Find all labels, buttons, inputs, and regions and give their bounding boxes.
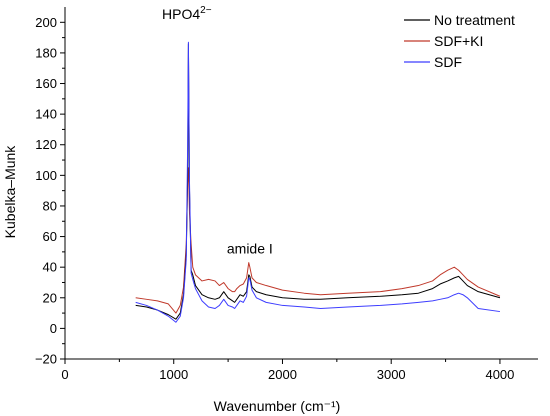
y-tick-label: 100 bbox=[35, 168, 57, 183]
y-ticks: −20 0 20 40 60 80 100 120 140 160 180 200 bbox=[35, 15, 65, 367]
y-tick-label: 180 bbox=[35, 45, 57, 60]
y-axis-title: Kubelka–Munk bbox=[2, 145, 18, 239]
legend-label: SDF bbox=[434, 54, 462, 70]
x-tick-label: 1000 bbox=[159, 367, 188, 382]
legend-label: SDF+KI bbox=[434, 33, 483, 49]
y-tick-label: 0 bbox=[50, 321, 57, 336]
y-tick-label: 200 bbox=[35, 15, 57, 30]
y-tick-label: 140 bbox=[35, 107, 57, 122]
legend: No treatment SDF+KI SDF bbox=[404, 12, 515, 70]
plot-area: 0 1000 2000 3000 4000 −20 0 20 40 60 80 100 120 140 1… bbox=[35, 5, 538, 382]
y-tick-label: 80 bbox=[43, 198, 57, 213]
annotation-label: amide I bbox=[227, 240, 273, 256]
legend-label: No treatment bbox=[434, 12, 515, 28]
y-tick-label: 60 bbox=[43, 229, 57, 244]
y-tick-label: 20 bbox=[43, 290, 57, 305]
series-line-sdf bbox=[135, 41, 501, 323]
y-tick-label: −20 bbox=[35, 352, 57, 367]
x-tick-label: 0 bbox=[61, 367, 68, 382]
series-line-no-treatment bbox=[135, 43, 501, 320]
annotation-label: HPO42− bbox=[162, 5, 212, 22]
x-tick-label: 4000 bbox=[485, 367, 514, 382]
x-axis-title: Wavenumber (cm⁻¹) bbox=[214, 398, 341, 414]
y-tick-label: 120 bbox=[35, 137, 57, 152]
series-lines bbox=[135, 41, 501, 323]
y-tick-label: 160 bbox=[35, 76, 57, 91]
legend-item: No treatment bbox=[404, 12, 515, 28]
x-tick-label: 3000 bbox=[377, 367, 406, 382]
legend-item: SDF bbox=[404, 54, 462, 70]
legend-item: SDF+KI bbox=[404, 33, 483, 49]
y-tick-label: 40 bbox=[43, 260, 57, 275]
annotations: HPO42− amide I bbox=[162, 5, 273, 256]
x-tick-label: 2000 bbox=[268, 367, 297, 382]
x-ticks: 0 1000 2000 3000 4000 bbox=[61, 359, 514, 382]
